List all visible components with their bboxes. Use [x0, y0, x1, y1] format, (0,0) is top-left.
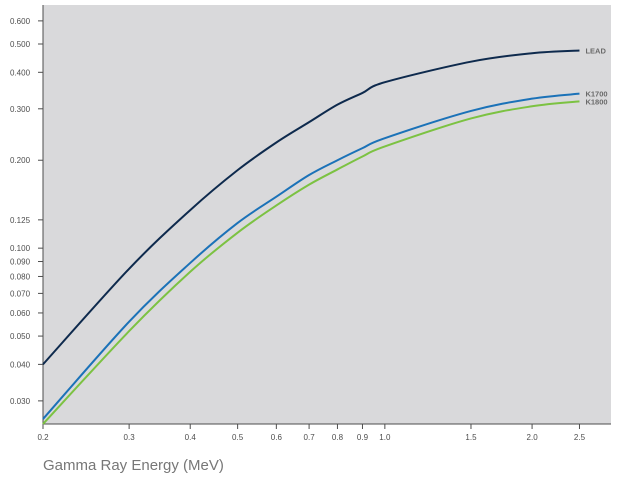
y-tick-label: 0.300	[10, 105, 31, 114]
x-tick-label: 2.5	[574, 433, 586, 442]
series-label-k1800: K1800	[585, 97, 607, 106]
series-label-lead: LEAD	[585, 47, 606, 56]
y-tick-label: 0.090	[10, 258, 31, 267]
y-tick-label: 0.600	[10, 17, 31, 26]
y-tick-label: 0.200	[10, 156, 31, 165]
x-tick-label: 0.9	[357, 433, 369, 442]
y-axis-ticks: 0.600 0.500 0.400 0.300 0.200 0.125 0.100 0.090…	[10, 17, 43, 406]
x-tick-label: 2.0	[527, 433, 539, 442]
x-tick-label: 0.2	[37, 433, 49, 442]
y-tick-label: 0.500	[10, 40, 31, 49]
series-lines	[42, 49, 580, 425]
x-tick-label: 0.8	[332, 433, 344, 442]
x-tick-label: 1.5	[465, 433, 477, 442]
y-tick-label: 0.030	[10, 397, 31, 406]
x-tick-label: 0.6	[271, 433, 283, 442]
y-tick-label: 0.100	[10, 244, 31, 253]
x-tick-label: 0.5	[232, 433, 244, 442]
y-tick-label: 0.080	[10, 272, 31, 281]
x-axis-ticks: 0.2 0.3 0.4 0.5 0.6 0.7 0.8 0.9 1.0 1.5 2.0 2.5	[37, 424, 586, 442]
series-line-k1800	[42, 100, 580, 425]
y-tick-label: 0.070	[10, 289, 31, 298]
x-tick-label: 0.3	[124, 433, 136, 442]
x-tick-label: 0.4	[185, 433, 197, 442]
series-label-k1700: K1700	[585, 90, 607, 99]
y-tick-label: 0.400	[10, 68, 31, 77]
y-tick-label: 0.040	[10, 360, 31, 369]
y-tick-label: 0.060	[10, 309, 31, 318]
y-tick-label: 0.050	[10, 332, 31, 341]
series-line-k1700	[42, 92, 580, 420]
y-tick-label: 0.125	[10, 216, 31, 225]
x-tick-label: 1.0	[379, 433, 391, 442]
series-line-lead	[42, 49, 580, 366]
x-tick-label: 0.7	[304, 433, 316, 442]
plot-background	[43, 5, 611, 424]
x-axis-title: Gamma Ray Energy (MeV)	[43, 457, 224, 474]
